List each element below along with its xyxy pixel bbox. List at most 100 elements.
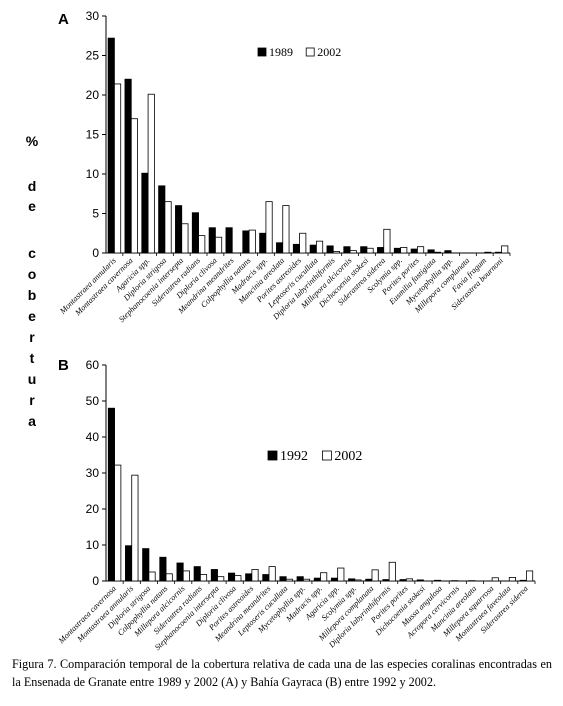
bar-1992	[279, 576, 287, 582]
bar-1989	[360, 246, 368, 254]
bar-2002	[320, 572, 328, 582]
bar-2002	[148, 571, 156, 582]
bar-1992	[107, 407, 115, 582]
y-label-t: t	[29, 350, 35, 366]
bar-1989	[208, 227, 216, 254]
legend-swatch-1989	[257, 47, 267, 57]
bar-2002	[131, 474, 139, 582]
y-label-d: d	[27, 178, 37, 194]
bar-1992	[176, 562, 184, 582]
bar-1989	[191, 212, 199, 254]
bar-2002	[215, 236, 223, 254]
bar-2002	[491, 577, 499, 582]
bar-2002	[251, 569, 259, 582]
y-label-r1: r	[29, 329, 35, 345]
bar-2002	[265, 201, 273, 254]
bar-2002	[147, 93, 155, 254]
bar-1992	[382, 579, 390, 582]
bar-2002	[130, 118, 138, 254]
bar-2002	[508, 577, 516, 582]
bar-2002	[164, 201, 172, 254]
y-tick-label: 25	[86, 49, 100, 63]
legend-label-2002: 2002	[317, 45, 341, 59]
bar-1989	[309, 244, 317, 254]
bar-1989	[242, 230, 250, 254]
y-tick-label: 10	[86, 538, 100, 552]
bar-1989	[276, 242, 284, 254]
bar-1989	[326, 245, 334, 254]
bar-2002	[316, 240, 324, 254]
bar-2002	[405, 578, 413, 582]
bar-1989	[393, 247, 401, 254]
bar-1989	[494, 251, 502, 254]
y-tick-label: 20	[86, 88, 100, 102]
bar-2002	[371, 569, 379, 582]
bar-1989	[225, 227, 233, 254]
bar-1992	[125, 545, 133, 582]
bar-2002	[181, 223, 189, 254]
legend-label-2002: 2002	[334, 449, 362, 464]
panel-label: A	[58, 11, 69, 28]
panel-label: B	[58, 357, 69, 374]
bar-2002	[337, 567, 345, 582]
bar-2002	[302, 578, 311, 582]
bar-2002	[433, 251, 441, 254]
bar-2002	[248, 229, 256, 254]
y-tick-label: 0	[92, 246, 99, 260]
y-label-pct: %	[25, 133, 39, 149]
bar-2002	[332, 251, 340, 254]
bar-2002	[349, 250, 357, 254]
bar-1992	[262, 574, 270, 582]
y-label-a: a	[28, 413, 36, 429]
bar-1992	[348, 578, 356, 582]
bar-1992	[159, 556, 167, 582]
bar-1992	[193, 566, 201, 582]
bar-2002	[114, 464, 122, 582]
y-label-e: e	[28, 198, 36, 214]
bar-1992	[296, 576, 304, 582]
y-tick-label: 40	[86, 430, 100, 444]
bar-1989	[141, 172, 149, 254]
bar-2002	[268, 566, 276, 582]
bar-2002	[501, 245, 509, 254]
bar-1989	[410, 248, 418, 254]
y-tick-label: 50	[86, 394, 100, 408]
legend-label-1992: 1992	[280, 449, 308, 464]
bar-2002	[400, 247, 408, 254]
y-tick-label: 0	[92, 574, 99, 588]
bar-2002	[526, 570, 534, 582]
bar-2002	[234, 575, 242, 582]
legend-label-1989: 1989	[269, 45, 293, 59]
bar-2002	[114, 83, 122, 254]
bar-1989	[427, 249, 435, 254]
bar-2002	[165, 573, 173, 582]
bar-1989	[124, 78, 132, 254]
bar-1992	[399, 579, 407, 582]
y-tick-label: 20	[86, 502, 100, 516]
bar-2002	[484, 251, 492, 254]
bar-2002	[299, 232, 307, 254]
bar-2002	[417, 246, 425, 254]
bar-2002	[217, 576, 225, 582]
y-tick-label: 5	[92, 207, 99, 221]
bar-1992	[416, 579, 424, 582]
bar-1989	[158, 185, 166, 254]
y-label-b: b	[27, 287, 37, 303]
bar-1989	[292, 243, 300, 254]
bar-1989	[343, 246, 351, 254]
y-label-r2: r	[29, 392, 35, 408]
y-tick-label: 15	[86, 128, 100, 142]
bar-2002	[198, 235, 206, 254]
bar-1989	[377, 247, 385, 254]
bar-2002	[285, 578, 293, 582]
bar-2002	[354, 579, 362, 582]
figure-caption: Figura 7. Comparación temporal de la cob…	[12, 657, 552, 689]
bar-1992	[313, 577, 321, 582]
bar-1992	[227, 572, 236, 582]
y-label-u: u	[27, 371, 37, 387]
bar-1989	[107, 37, 115, 254]
y-label-c1: c	[28, 245, 36, 261]
